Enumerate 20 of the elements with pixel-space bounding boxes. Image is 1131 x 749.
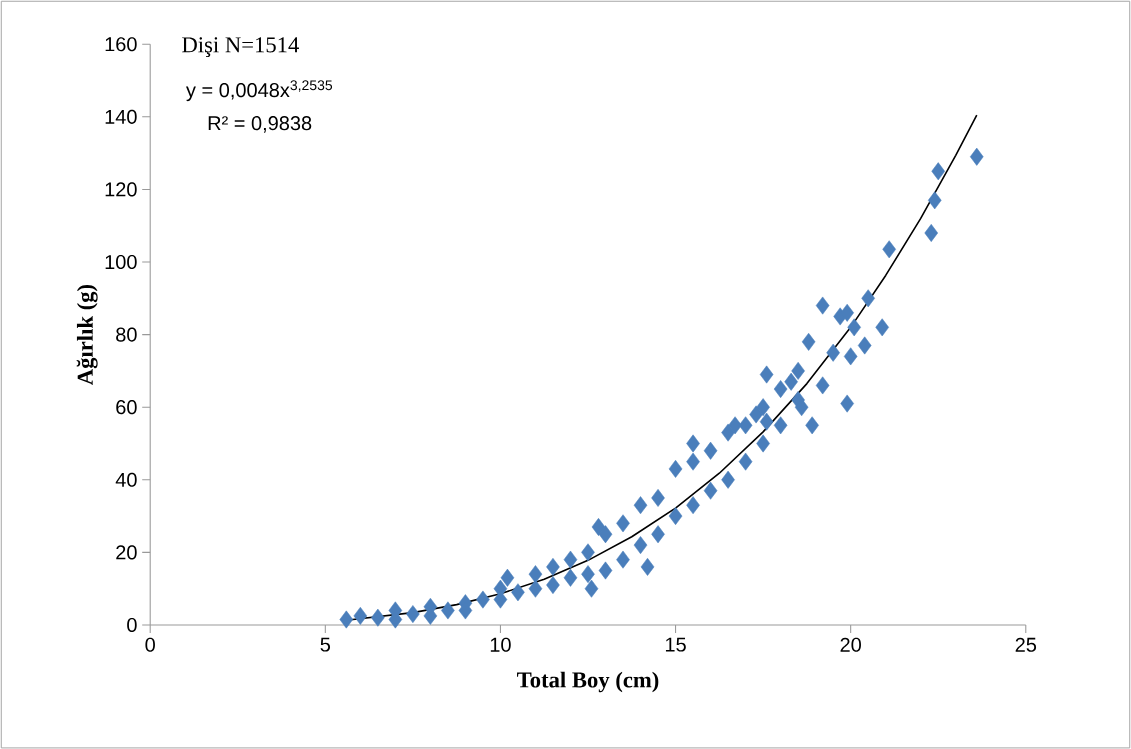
y-tick-label: 160	[105, 37, 137, 52]
y-tick-label: 60	[116, 400, 137, 415]
y-tick-label: 140	[105, 109, 137, 124]
x-tick-label: 0	[145, 637, 155, 652]
y-tick-label: 100	[105, 254, 137, 269]
x-axis-title: Total Boy (cm)	[517, 671, 659, 693]
y-axis-title: Ağırlık (g)	[76, 284, 98, 385]
x-tick-label: 5	[320, 637, 331, 652]
x-tick-label: 25	[1015, 637, 1037, 652]
annotation: R² = 0,9838	[208, 116, 312, 133]
annotation: Dişi N=1514	[182, 37, 299, 57]
y-tick-label: 120	[105, 182, 137, 197]
y-tick-label: 80	[116, 327, 137, 342]
y-tick-label: 0	[127, 617, 137, 632]
x-tick-label: 10	[490, 637, 511, 652]
x-tick-label: 15	[665, 637, 686, 652]
y-tick-label: 20	[116, 545, 137, 560]
y-tick-label: 40	[115, 472, 137, 487]
x-tick-label: 20	[840, 637, 861, 652]
annotation: y = 0,0048x$^{3,2535}$	[186, 80, 333, 102]
